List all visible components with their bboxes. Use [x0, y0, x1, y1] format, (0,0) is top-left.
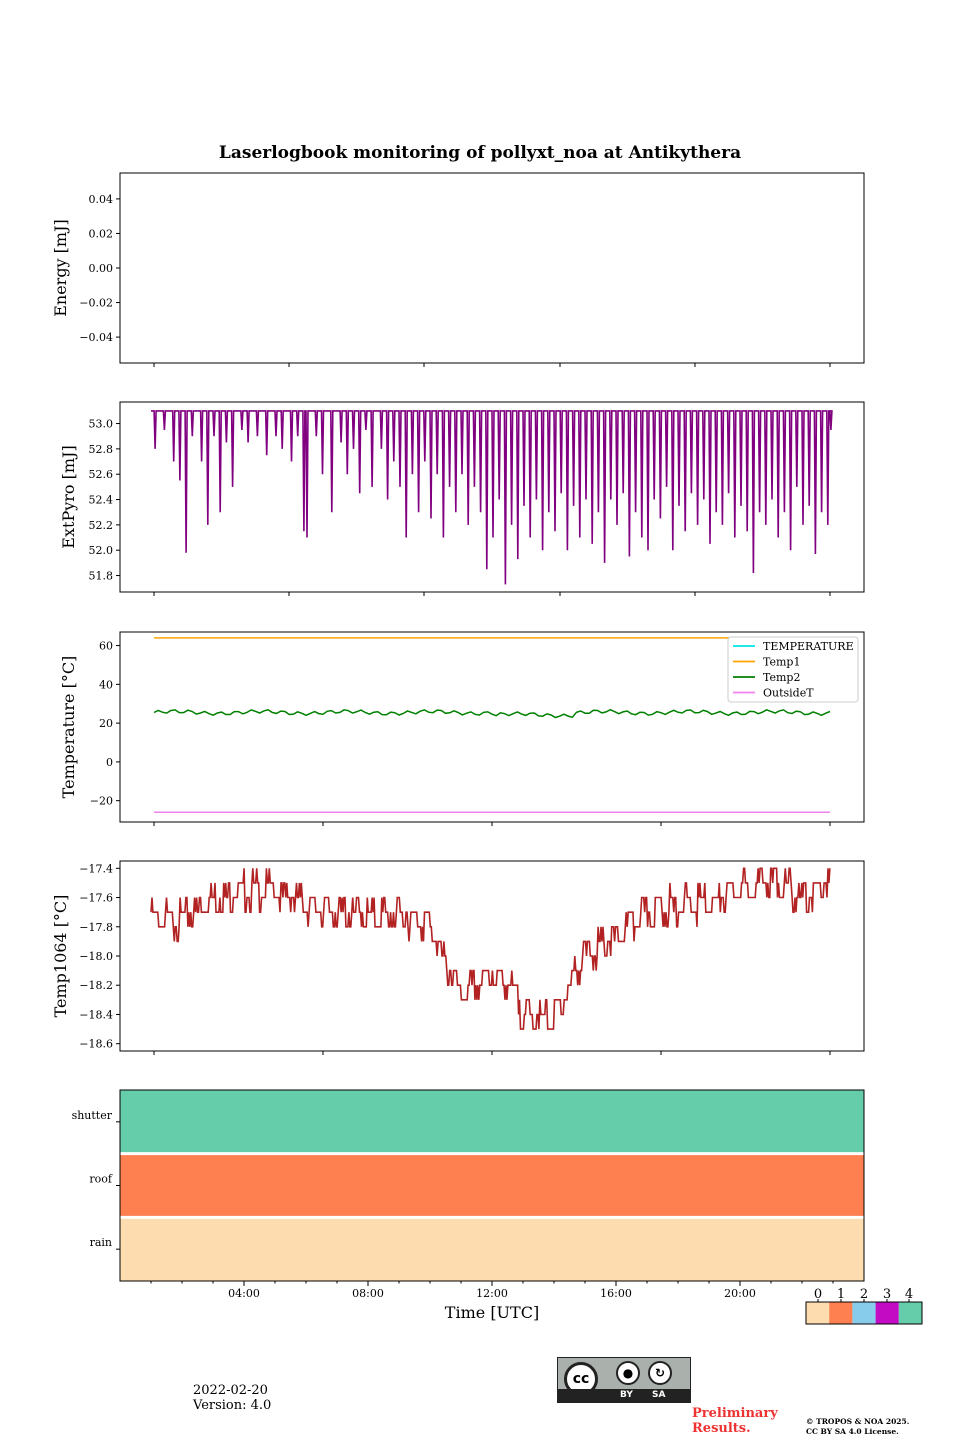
legend-label: Temp1	[763, 656, 800, 669]
colorbar-tick-label: 2	[860, 1287, 868, 1302]
colorbar-cell	[852, 1302, 876, 1324]
panel-2-ylabel: Temperature [°C]	[59, 656, 78, 799]
status-xtick-label: 20:00	[724, 1287, 756, 1300]
status-xtick-label: 04:00	[228, 1287, 260, 1300]
sa-label: SA	[652, 1390, 666, 1400]
temp1064-series-line	[150, 867, 831, 1030]
panel-0-ytick-label: −0.04	[79, 331, 113, 344]
panel-3-ytick-label: −18.2	[79, 979, 113, 992]
panel-3-ylabel: Temp1064 [°C]	[51, 895, 70, 1018]
colorbar-tick-label: 1	[837, 1287, 845, 1302]
preliminary-line-1: Preliminary	[692, 1406, 778, 1421]
footer-date: 2022-02-20	[193, 1383, 268, 1398]
colorbar-cell	[806, 1302, 830, 1324]
panel-0-ylabel: Energy [mJ]	[51, 219, 70, 317]
panel-3-frame	[119, 860, 865, 1052]
chart-title: Laserlogbook monitoring of pollyxt_noa a…	[219, 143, 741, 163]
panel-2-ytick-label: −20	[90, 795, 113, 808]
series-temp2-line	[153, 708, 831, 719]
panel-1-ytick-label: 52.6	[89, 468, 114, 481]
status-row-label: shutter	[72, 1109, 113, 1122]
plot-area: 0.04 0.02 0.00 −0.02 −0.04 Energy [mJ] 53.0 52.…	[51, 172, 923, 1325]
person-icon: ●	[616, 1361, 640, 1385]
legend: TEMPERATURE Temp1 Temp2 OutsideT	[727, 636, 859, 703]
panel-3-ytick-label: −18.6	[79, 1038, 113, 1051]
colorbar-tick-label: 0	[814, 1287, 822, 1302]
status-row-label: rain	[90, 1236, 112, 1249]
status-row-rain	[120, 1217, 864, 1281]
panel-1-ytick-label: 52.8	[89, 443, 114, 456]
colorbar-cell	[898, 1302, 922, 1324]
status-row-label: roof	[89, 1173, 113, 1186]
panel-0-ytick-label: 0.02	[89, 227, 114, 240]
status-xtick-label: 16:00	[600, 1287, 632, 1300]
panel-1-ytick-label: 51.8	[89, 570, 114, 583]
preliminary-note: Preliminary Results.	[692, 1406, 778, 1436]
colorbar-tick-label: 4	[905, 1287, 913, 1302]
colorbar-cell	[829, 1302, 853, 1324]
panel-0-ytick-label: −0.02	[79, 297, 113, 310]
share-alike-icon: ↻	[648, 1361, 672, 1385]
by-label: BY	[620, 1390, 633, 1400]
status-xtick-label: 12:00	[476, 1287, 508, 1300]
xaxis-label: Time [UTC]	[445, 1303, 539, 1322]
panel-1-frame	[119, 401, 865, 593]
preliminary-line-2: Results.	[692, 1421, 751, 1436]
panel-3-ytick-label: −18.0	[79, 950, 113, 963]
panel-1-ytick-label: 52.4	[89, 494, 114, 507]
panel-2-ytick-label: 40	[99, 678, 113, 691]
status-xtick-label: 08:00	[352, 1287, 384, 1300]
panel-1-ylabel: ExtPyro [mJ]	[59, 445, 78, 548]
panel-3-ytick-label: −17.8	[79, 921, 113, 934]
legend-label: OutsideT	[763, 687, 814, 700]
cc-license-badge: cc ● ↻ BY SA	[557, 1357, 691, 1403]
colorbar-cell	[875, 1302, 899, 1324]
panel-3-ytick-label: −17.4	[79, 862, 113, 875]
copyright-note: © TROPOS & NOA 2025. CC BY SA 4.0 Licens…	[806, 1417, 909, 1437]
panel-0-frame	[119, 172, 865, 364]
panel-3-ytick-label: −17.6	[79, 892, 113, 905]
panel-2-ytick-label: 0	[106, 756, 113, 769]
panel-1-ytick-label: 52.2	[89, 519, 114, 532]
footer-info: 2022-02-20 Version: 4.0	[193, 1383, 271, 1413]
panel-2-ytick-label: 60	[99, 640, 113, 653]
colorbar-tick-label: 3	[883, 1287, 891, 1302]
status-row-shutter	[120, 1090, 864, 1154]
footer-version: Version: 4.0	[193, 1398, 272, 1413]
status-row-roof	[120, 1153, 864, 1218]
license-strip	[558, 1389, 690, 1402]
panel-0-ytick-label: 0.04	[89, 193, 114, 206]
panel-0-ytick-label: 0.00	[89, 262, 114, 275]
panel-1-ytick-label: 52.0	[89, 544, 114, 557]
legend-label: TEMPERATURE	[763, 640, 854, 653]
extpyro-series-line	[151, 410, 833, 585]
panel-2-ytick-label: 20	[99, 717, 113, 730]
copyright-line-2: CC BY SA 4.0 License.	[806, 1427, 899, 1436]
legend-box	[727, 636, 859, 703]
copyright-line-1: © TROPOS & NOA 2025.	[806, 1417, 910, 1426]
panel-3-ytick-label: −18.4	[79, 1008, 113, 1021]
panel-1-ytick-label: 53.0	[89, 418, 114, 431]
legend-label: Temp2	[763, 671, 800, 684]
